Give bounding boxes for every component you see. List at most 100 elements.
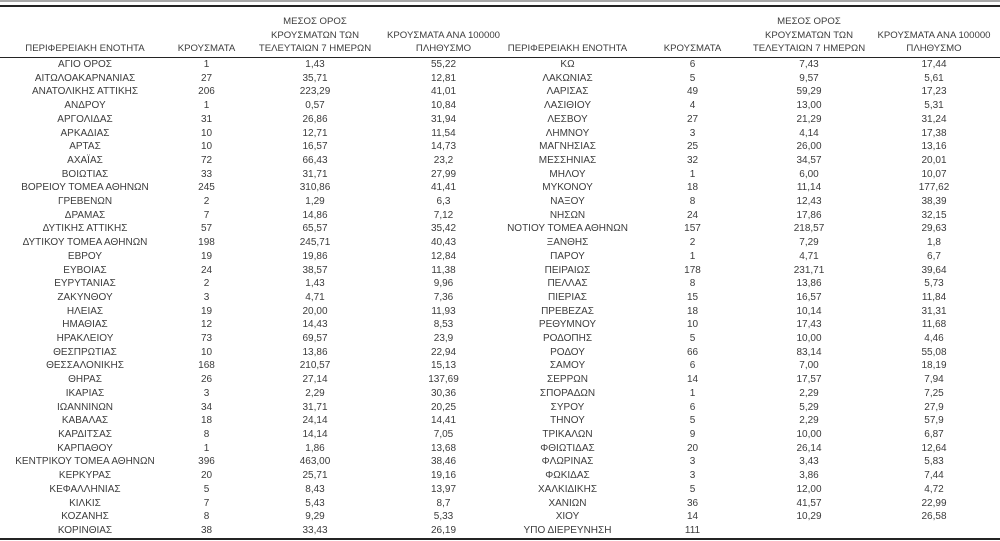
- avg7-cell: 13,86: [796, 278, 822, 290]
- per100k-cell: 40,43: [430, 237, 457, 249]
- cases-cell: 8: [689, 196, 696, 208]
- per100k-cell: 13,16: [921, 141, 947, 153]
- region-cell: ΛΑΡΙΣΑΣ: [546, 86, 589, 98]
- region-cell: ΚΕΦΑΛΛΗΝΙΑΣ: [49, 483, 121, 495]
- per100k-cell: 17,38: [921, 127, 947, 139]
- cases-cell: 31: [200, 113, 213, 125]
- region-cell: ΕΒΡΟΥ: [67, 250, 103, 262]
- col-header-avg7: ΜΕΣΟΣ ΟΡΟΣ ΚΡΟΥΣΜΑΤΩΝ ΤΩΝ ΤΕΛΕΥΤΑΙΩΝ 7 Η…: [750, 7, 868, 58]
- cases-cell: 2: [203, 278, 210, 290]
- table-row: ΑΙΤΩΛΟΑΚΑΡΝΑΝΙΑΣ 27 35,71 12,81: [0, 72, 500, 86]
- cases-cell: 10: [200, 346, 213, 358]
- region-cell: ΝΑΞΟΥ: [550, 196, 585, 208]
- avg7-cell: 12,43: [796, 196, 822, 208]
- region-cell: ΣΕΡΡΩΝ: [547, 374, 588, 386]
- per100k-cell: 11,68: [921, 319, 947, 331]
- region-cell: ΚΕΝΤΡΙΚΟΥ ΤΟΜΕΑ ΑΘΗΝΩΝ: [15, 456, 155, 468]
- region-cell: ΑΙΤΩΛΟΑΚΑΡΝΑΝΙΑΣ: [34, 72, 136, 84]
- region-cell: ΑΡΤΑΣ: [69, 141, 101, 153]
- table-row: ΠΕΛΛΑΣ 8 13,86 5,73: [500, 277, 1000, 291]
- avg7-cell: 1,29: [305, 196, 325, 208]
- cases-cell: 5: [203, 483, 210, 495]
- per100k-cell: 7,12: [433, 209, 454, 221]
- per100k-cell: 27,99: [430, 168, 457, 180]
- table-row: ΝΟΤΙΟΥ ΤΟΜΕΑ ΑΘΗΝΩΝ 157 218,57 29,63: [500, 222, 1000, 236]
- avg7-cell: 33,43: [302, 524, 328, 536]
- per100k-cell: 13,97: [430, 483, 457, 495]
- table-row: ΣΥΡΟΥ 6 5,29 27,9: [500, 401, 1000, 415]
- table-row: ΛΕΣΒΟΥ 27 21,29 31,24: [500, 113, 1000, 127]
- cases-cell: 111: [684, 524, 701, 536]
- table-row: ΝΗΣΩΝ 24 17,86 32,15: [500, 209, 1000, 223]
- avg7-cell: 1,43: [305, 278, 325, 290]
- table-row: ΧΑΛΚΙΔΙΚΗΣ 5 12,00 4,72: [500, 483, 1000, 497]
- table-row: ΦΩΚΙΔΑΣ 3 3,86 7,44: [500, 469, 1000, 483]
- per100k-cell: 26,19: [430, 524, 457, 536]
- avg7-cell: 5,43: [305, 497, 325, 509]
- col-header-cases: ΚΡΟΥΣΜΑΤΑ: [635, 7, 750, 58]
- cases-cell: 5: [689, 415, 696, 427]
- avg7-cell: 38,57: [302, 264, 328, 276]
- avg7-cell: 12,71: [302, 127, 328, 139]
- avg7-cell: 59,29: [796, 86, 822, 98]
- cases-cell: 24: [686, 209, 699, 221]
- cases-cell: 3: [689, 127, 696, 139]
- region-cell: ΤΗΝΟΥ: [550, 415, 585, 427]
- per100k-cell: 4,72: [924, 483, 944, 495]
- avg7-cell: 3,86: [799, 470, 819, 482]
- cases-cell: 1: [203, 100, 210, 112]
- table-row: ΑΝΔΡΟΥ 1 0,57 10,84: [0, 99, 500, 113]
- region-cell: ΛΑΚΩΝΙΑΣ: [542, 72, 593, 84]
- per100k-cell: 7,94: [924, 374, 944, 386]
- cases-cell: 8: [203, 428, 210, 440]
- table-row: ΕΒΡΟΥ 19 19,86 12,84: [0, 250, 500, 264]
- col-header-cases: ΚΡΟΥΣΜΑΤΑ: [170, 7, 243, 58]
- region-cell: ΠΙΕΡΙΑΣ: [548, 291, 587, 303]
- avg7-cell: 245,71: [299, 237, 331, 249]
- cases-cell: 32: [686, 154, 699, 166]
- table-row: ΜΥΚΟΝΟΥ 18 11,14 177,62: [500, 181, 1000, 195]
- table-row: ΛΑΡΙΣΑΣ 49 59,29 17,23: [500, 85, 1000, 99]
- region-cell: ΚΕΡΚΥΡΑΣ: [58, 470, 112, 482]
- cases-cell: 1: [689, 250, 696, 262]
- region-cell: ΝΗΣΩΝ: [549, 209, 586, 221]
- table-row: ΤΡΙΚΑΛΩΝ 9 10,00 6,87: [500, 428, 1000, 442]
- table-header-right: ΠΕΡΙΦΕΡΕΙΑΚΗ ΕΝΟΤΗΤΑ ΚΡΟΥΣΜΑΤΑ ΜΕΣΟΣ ΟΡΟ…: [500, 7, 1000, 58]
- cases-cell: 36: [686, 497, 699, 509]
- avg7-cell: 13,00: [796, 100, 822, 112]
- table-row: ΣΠΟΡΑΔΩΝ 1 2,29 7,25: [500, 387, 1000, 401]
- region-cell: ΚΑΒΑΛΑΣ: [61, 415, 109, 427]
- cases-cell: 8: [203, 511, 210, 523]
- cases-cell: 1: [203, 59, 210, 70]
- avg7-cell: 69,57: [302, 333, 328, 345]
- region-cell: ΗΛΕΙΑΣ: [66, 305, 104, 317]
- region-cell: ΡΕΘΥΜΝΟΥ: [538, 319, 597, 331]
- region-cell: ΦΛΩΡΙΝΑΣ: [541, 456, 594, 468]
- cases-cell: 5: [689, 72, 696, 84]
- avg7-cell: 26,14: [796, 442, 822, 454]
- region-cell: ΗΜΑΘΙΑΣ: [62, 319, 108, 331]
- per100k-cell: 7,36: [433, 291, 454, 303]
- region-cell: ΚΩ: [560, 59, 575, 70]
- avg7-cell: 3,43: [799, 456, 819, 468]
- region-cell: ΘΕΣΠΡΩΤΙΑΣ: [53, 346, 117, 358]
- table-row: ΠΑΡΟΥ 1 4,71 6,7: [500, 250, 1000, 264]
- cases-table-left: ΠΕΡΙΦΕΡΕΙΑΚΗ ΕΝΟΤΗΤΑ ΚΡΟΥΣΜΑΤΑ ΜΕΣΟΣ ΟΡΟ…: [0, 7, 500, 538]
- per100k-cell: 6,3: [436, 196, 451, 208]
- per100k-cell: 31,31: [921, 305, 947, 317]
- table-row: ΚΩ 6 7,43 17,44: [500, 58, 1000, 72]
- per100k-cell: 137,69: [428, 374, 459, 386]
- region-cell: ΔΥΤΙΚΟΥ ΤΟΜΕΑ ΑΘΗΝΩΝ: [22, 237, 148, 249]
- avg7-cell: 16,57: [796, 291, 822, 303]
- avg7-cell: 7,00: [799, 360, 819, 372]
- cases-cell: 3: [689, 456, 696, 468]
- avg7-cell: [750, 524, 868, 538]
- cases-cell: 6: [689, 59, 696, 70]
- region-cell: ΚΙΛΚΙΣ: [69, 497, 101, 509]
- avg7-cell: 210,57: [299, 360, 331, 372]
- cases-cell: 7: [203, 209, 210, 221]
- per100k-cell: 22,94: [430, 346, 457, 358]
- per100k-cell: 7,44: [924, 470, 944, 482]
- avg7-cell: 21,29: [796, 113, 822, 125]
- region-cell: ΠΑΡΟΥ: [550, 250, 585, 262]
